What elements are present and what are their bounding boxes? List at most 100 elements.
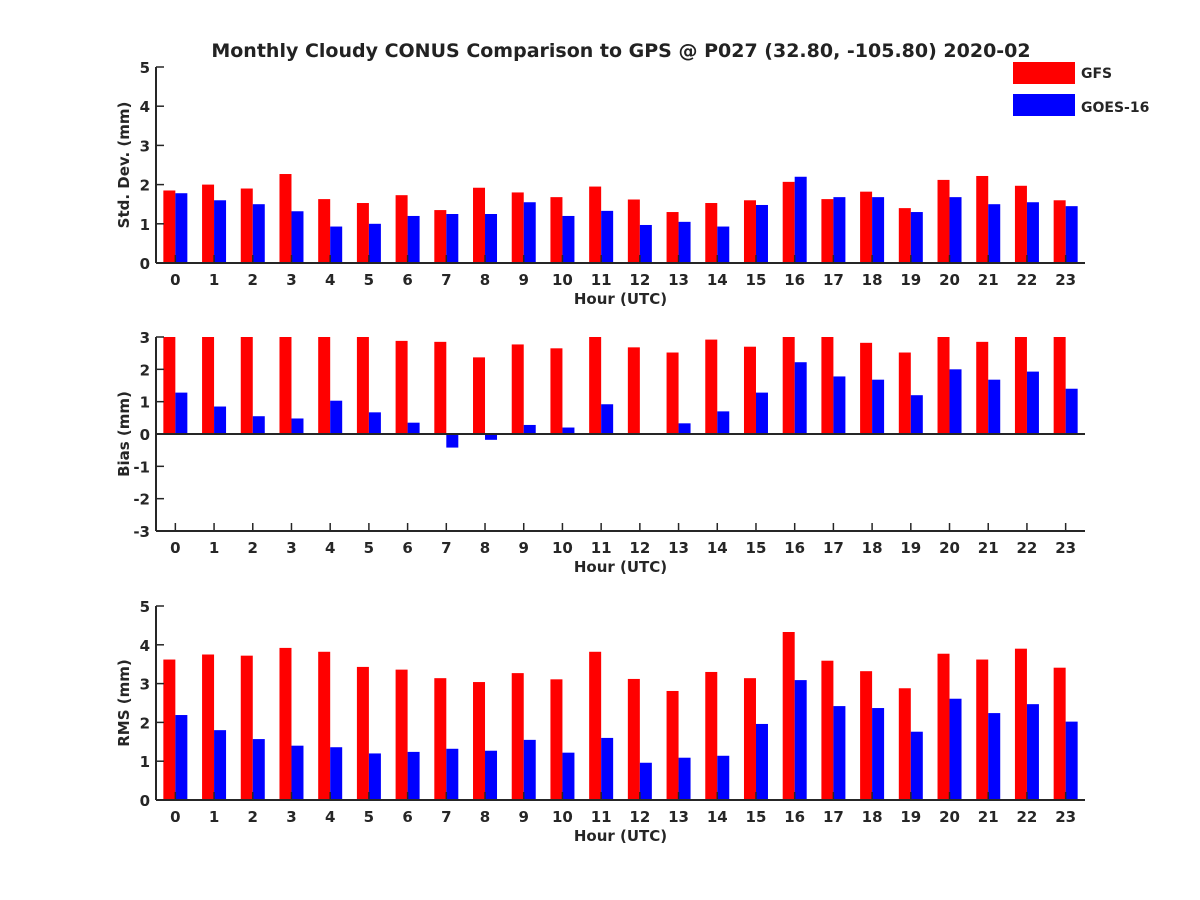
bar-goes16-hour-7: [446, 748, 459, 800]
bar-gfs-hour-1: [202, 654, 215, 800]
x-tick-label: 18: [862, 271, 883, 289]
bar-gfs-hour-9: [511, 344, 524, 434]
bar-goes16-hour-15: [755, 204, 768, 263]
legend-swatch-goes16: [1013, 94, 1075, 116]
x-tick-label: 14: [707, 808, 728, 826]
y-axis-label: RMS (mm): [115, 659, 133, 746]
y-tick-label: 5: [140, 59, 150, 77]
bar-goes16-hour-14: [717, 755, 730, 800]
bar-goes16-hour-8: [485, 214, 498, 263]
x-tick-label: 21: [978, 271, 999, 289]
bar-gfs-hour-22: [1014, 337, 1027, 434]
bar-gfs-hour-0: [163, 190, 176, 263]
bar-goes16-hour-4: [330, 747, 343, 800]
x-tick-label: 19: [900, 271, 921, 289]
bar-goes16-hour-23: [1065, 206, 1078, 263]
bar-gfs-hour-17: [821, 660, 834, 800]
bar-goes16-hour-6: [407, 751, 420, 800]
x-tick-label: 8: [480, 271, 490, 289]
y-tick-label: 1: [140, 753, 150, 771]
x-tick-label: 17: [823, 271, 844, 289]
bar-goes16-hour-12: [639, 224, 652, 263]
bar-goes16-hour-19: [910, 395, 923, 434]
x-tick-label: 23: [1055, 539, 1076, 557]
bar-goes16-hour-5: [368, 223, 381, 263]
x-tick-label: 1: [209, 808, 219, 826]
bar-goes16-hour-7: [446, 214, 459, 263]
y-axis-label: Bias (mm): [115, 391, 133, 477]
bar-goes16-hour-22: [1026, 704, 1039, 800]
legend: GFS GOES-16: [1013, 62, 1149, 116]
bar-gfs-hour-6: [395, 340, 408, 434]
x-tick-label: 15: [746, 808, 767, 826]
y-tick-label: 0: [140, 792, 150, 810]
bar-gfs-hour-8: [473, 187, 486, 263]
y-tick-label: 3: [140, 676, 150, 694]
bar-goes16-hour-9: [523, 202, 536, 263]
x-axis-label: Hour (UTC): [574, 827, 667, 845]
bar-goes16-hour-17: [833, 197, 846, 263]
x-tick-label: 2: [248, 808, 258, 826]
y-tick-label: 0: [140, 426, 150, 444]
x-tick-label: 7: [441, 808, 451, 826]
legend-swatch-gfs: [1013, 62, 1075, 84]
x-tick-label: 12: [629, 808, 650, 826]
bar-goes16-hour-5: [368, 753, 381, 800]
y-tick-label: 4: [140, 637, 150, 655]
x-tick-label: 3: [286, 539, 296, 557]
x-tick-label: 15: [746, 539, 767, 557]
bar-gfs-hour-19: [898, 352, 911, 434]
bar-gfs-hour-7: [434, 341, 447, 434]
x-tick-label: 18: [862, 808, 883, 826]
y-tick-label: 3: [140, 329, 150, 347]
bar-gfs-hour-6: [395, 669, 408, 800]
bar-gfs-hour-1: [202, 337, 215, 434]
bar-goes16-hour-1: [214, 200, 227, 263]
bar-gfs-hour-16: [782, 337, 795, 434]
x-tick-label: 19: [900, 808, 921, 826]
bar-goes16-hour-10: [562, 752, 575, 800]
x-tick-label: 10: [552, 271, 573, 289]
bar-goes16-hour-5: [368, 412, 381, 434]
bar-gfs-hour-14: [705, 339, 718, 434]
bar-gfs-hour-12: [627, 678, 640, 800]
bar-goes16-hour-16: [794, 680, 807, 800]
y-tick-label: 3: [140, 137, 150, 155]
legend-label-gfs: GFS: [1081, 66, 1112, 82]
bar-gfs-hour-12: [627, 199, 640, 263]
bar-goes16-hour-16: [794, 176, 807, 263]
bar-gfs-hour-15: [743, 346, 756, 434]
x-tick-label: 21: [978, 808, 999, 826]
bar-gfs-hour-20: [937, 179, 950, 263]
bar-gfs-hour-1: [202, 184, 215, 263]
x-tick-label: 14: [707, 539, 728, 557]
x-tick-label: 9: [519, 539, 529, 557]
bar-goes16-hour-11: [601, 737, 614, 800]
bar-goes16-hour-2: [252, 739, 265, 800]
x-tick-label: 15: [746, 271, 767, 289]
x-tick-label: 3: [286, 271, 296, 289]
bar-gfs-hour-18: [860, 342, 873, 434]
bar-goes16-hour-20: [949, 197, 962, 263]
bar-gfs-hour-10: [550, 679, 563, 800]
bar-goes16-hour-16: [794, 362, 807, 434]
x-tick-label: 11: [591, 539, 612, 557]
bar-gfs-hour-17: [821, 199, 834, 263]
bar-gfs-hour-21: [976, 659, 989, 800]
x-tick-label: 0: [170, 808, 180, 826]
x-tick-label: 5: [364, 271, 374, 289]
bar-gfs-hour-20: [937, 337, 950, 434]
x-tick-label: 18: [862, 539, 883, 557]
bar-goes16-hour-1: [214, 406, 227, 434]
bar-goes16-hour-6: [407, 215, 420, 263]
bar-goes16-hour-13: [678, 423, 691, 434]
x-tick-label: 2: [248, 271, 258, 289]
bar-goes16-hour-20: [949, 369, 962, 434]
bar-goes16-hour-7: [446, 434, 459, 448]
bar-goes16-hour-2: [252, 204, 265, 263]
bar-gfs-hour-21: [976, 175, 989, 263]
bar-goes16-hour-23: [1065, 388, 1078, 434]
bar-goes16-hour-18: [872, 708, 885, 800]
bar-gfs-hour-5: [356, 337, 369, 434]
bar-goes16-hour-21: [988, 204, 1001, 263]
